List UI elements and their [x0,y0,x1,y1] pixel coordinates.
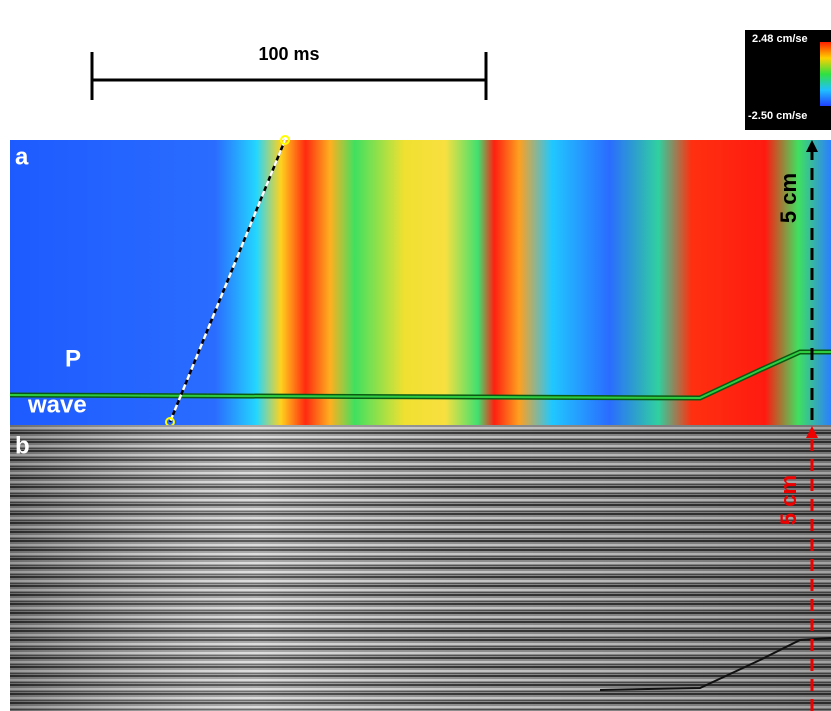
seismic-shade [10,425,831,711]
panel-label: b [15,432,30,459]
colorbar [820,42,831,106]
panel-label: a [15,143,29,170]
scale-label: 5 cm [776,475,801,525]
figure: 100 ms 2.48 cm/se -2.50 cm/se a P wave 5… [0,0,831,711]
wave-label: wave [27,391,87,418]
colorbar-max: 2.48 cm/se [752,33,808,45]
velocity-image [10,140,831,425]
wave-label: P [65,345,81,372]
scale-bar-label: 100 ms [258,44,319,64]
colorbar-min: -2.50 cm/se [748,110,807,122]
scale-label: 5 cm [776,173,801,223]
